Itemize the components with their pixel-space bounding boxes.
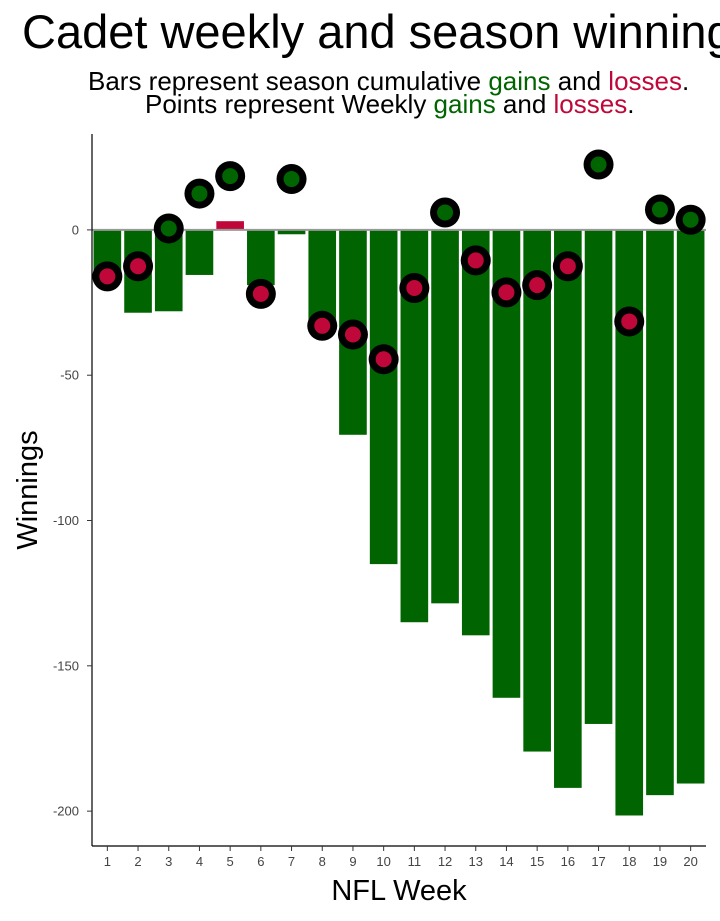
bar-week-8 <box>308 229 337 326</box>
y-tick-label: 0 <box>72 222 79 237</box>
point-week-3 <box>153 213 184 244</box>
subtitle-line-2-prefix: Points represent Weekly <box>145 89 434 119</box>
x-tick-label: 18 <box>622 854 636 869</box>
point-week-15 <box>522 270 553 301</box>
point-week-13 <box>460 245 491 276</box>
subtitle-line-1-prefix: Bars represent season cumulative <box>88 66 489 96</box>
bar-week-7 <box>277 229 306 235</box>
x-tick-label: 1 <box>104 854 111 869</box>
subtitle-line-2-period: . <box>627 89 635 119</box>
x-tick-label: 16 <box>561 854 575 869</box>
point-week-5 <box>215 161 246 192</box>
x-tick-label: 19 <box>653 854 667 869</box>
subtitle-line-2-losses: losses <box>553 89 628 119</box>
bar-week-14 <box>492 229 521 698</box>
x-axis-ticks: 1 2 3 4 5 6 7 8 9 10 11 12 13 14 15 16 17 18 19 20 <box>104 846 698 869</box>
x-tick-label: 17 <box>591 854 605 869</box>
x-tick-label: 2 <box>134 854 141 869</box>
subtitle-line-2: Points represent Weekly gains and losses… <box>145 89 634 120</box>
bar-week-13 <box>461 229 490 636</box>
x-tick-label: 13 <box>469 854 483 869</box>
y-axis-title: Winnings <box>12 430 44 549</box>
point-week-7 <box>276 164 307 195</box>
subtitle-line-1-and: and <box>550 66 609 96</box>
bar-week-3 <box>154 229 183 312</box>
point-week-6 <box>245 278 276 309</box>
subtitle-line-2-and: and <box>495 89 554 119</box>
weekly-points <box>92 149 706 375</box>
y-tick-label: -50 <box>60 368 79 383</box>
x-tick-label: 14 <box>499 854 513 869</box>
bar-week-12 <box>431 229 459 604</box>
subtitle-line-1-losses: losses <box>608 66 682 96</box>
x-tick-label: 4 <box>196 854 203 869</box>
point-week-20 <box>675 204 706 235</box>
x-tick-label: 3 <box>165 854 172 869</box>
point-week-12 <box>430 197 461 228</box>
y-tick-label: -200 <box>53 804 79 819</box>
y-axis-ticks: 0 -50 -100 -150 -200 <box>53 222 92 819</box>
x-tick-label: 20 <box>683 854 697 869</box>
point-week-4 <box>184 178 215 209</box>
chart-title: Cadet weekly and season winnings <box>22 5 720 58</box>
subtitle-line-2-gains: gains <box>433 89 496 119</box>
bar-week-4 <box>185 229 214 275</box>
x-tick-label: 12 <box>438 854 452 869</box>
point-week-14 <box>491 277 522 308</box>
x-tick-label: 15 <box>530 854 544 869</box>
bar-week-16 <box>554 229 582 788</box>
bar-week-15 <box>523 229 551 752</box>
point-week-17 <box>583 149 614 180</box>
point-week-1 <box>92 261 123 292</box>
subtitle-line-1-period: . <box>682 66 690 96</box>
subtitle-line-1-gains: gains <box>488 66 551 96</box>
bar-week-6 <box>247 229 275 286</box>
y-tick-label: -100 <box>53 513 79 528</box>
point-week-2 <box>123 251 154 282</box>
bar-week-10 <box>369 229 398 565</box>
bar-week-5 <box>216 221 244 230</box>
y-tick-label: -150 <box>53 658 79 673</box>
point-week-19 <box>644 194 675 225</box>
point-week-9 <box>337 319 368 350</box>
x-tick-label: 11 <box>408 854 422 869</box>
point-week-11 <box>399 273 430 304</box>
point-week-18 <box>614 306 645 337</box>
point-week-16 <box>552 251 583 282</box>
x-tick-label: 5 <box>227 854 234 869</box>
bar-week-19 <box>646 229 674 796</box>
x-tick-label: 6 <box>257 854 264 869</box>
point-week-10 <box>368 344 399 375</box>
x-tick-label: 8 <box>319 854 326 869</box>
x-tick-label: 7 <box>288 854 295 869</box>
subtitle-line-1: Bars represent season cumulative gains a… <box>88 66 689 97</box>
x-tick-label: 9 <box>349 854 356 869</box>
point-week-8 <box>307 310 338 341</box>
x-axis-title: NFL Week <box>331 875 467 907</box>
x-tick-label: 10 <box>376 854 390 869</box>
bar-week-17 <box>584 229 613 724</box>
cumulative-bars <box>93 221 705 816</box>
bar-week-20 <box>676 229 705 784</box>
